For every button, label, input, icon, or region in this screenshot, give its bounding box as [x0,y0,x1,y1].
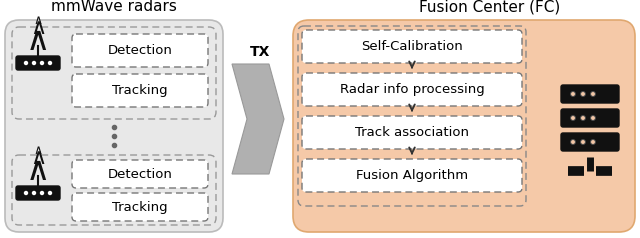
Text: Track association: Track association [355,126,469,139]
Circle shape [49,192,51,194]
FancyBboxPatch shape [302,30,522,63]
FancyBboxPatch shape [16,186,60,200]
Text: ∧: ∧ [30,18,46,38]
Circle shape [40,192,44,194]
Circle shape [572,141,574,143]
FancyBboxPatch shape [16,56,60,70]
Text: Fusion Center (FC): Fusion Center (FC) [419,0,561,14]
FancyBboxPatch shape [72,193,208,221]
Circle shape [571,140,575,144]
FancyBboxPatch shape [302,116,522,149]
Text: Tracking: Tracking [112,200,168,213]
Text: Tracking: Tracking [112,84,168,97]
Circle shape [582,141,584,143]
Text: ∧: ∧ [26,24,50,56]
Circle shape [581,92,585,96]
FancyBboxPatch shape [302,73,522,106]
Text: ∧: ∧ [33,144,43,157]
Circle shape [33,61,35,64]
Text: ∧: ∧ [30,148,46,168]
FancyBboxPatch shape [561,133,619,151]
Text: Radar info processing: Radar info processing [340,83,484,96]
Circle shape [24,61,28,64]
Circle shape [571,92,575,96]
FancyBboxPatch shape [298,26,526,206]
Circle shape [49,61,51,64]
Text: Detection: Detection [108,168,172,180]
FancyBboxPatch shape [12,27,216,119]
Text: Detection: Detection [108,44,172,57]
Circle shape [581,140,585,144]
Circle shape [592,93,594,95]
FancyBboxPatch shape [561,109,619,127]
Text: ∧: ∧ [26,154,50,187]
Circle shape [592,141,594,143]
Text: Self-Calibration: Self-Calibration [361,40,463,53]
Circle shape [40,61,44,64]
FancyBboxPatch shape [5,20,223,232]
Circle shape [591,116,595,120]
Circle shape [591,92,595,96]
FancyBboxPatch shape [72,160,208,188]
Text: mmWave radars: mmWave radars [51,0,177,14]
Circle shape [571,116,575,120]
Circle shape [582,93,584,95]
Circle shape [33,192,35,194]
Circle shape [24,192,28,194]
Circle shape [582,117,584,119]
Circle shape [591,140,595,144]
FancyBboxPatch shape [72,74,208,107]
Polygon shape [232,64,284,174]
Circle shape [572,117,574,119]
FancyBboxPatch shape [72,34,208,67]
Circle shape [572,93,574,95]
Text: TX: TX [250,45,270,59]
Circle shape [592,117,594,119]
Text: Fusion Algorithm: Fusion Algorithm [356,169,468,182]
Text: ∧: ∧ [33,14,43,26]
Circle shape [581,116,585,120]
FancyBboxPatch shape [561,85,619,103]
FancyBboxPatch shape [293,20,635,232]
FancyBboxPatch shape [302,159,522,192]
FancyBboxPatch shape [12,155,216,225]
